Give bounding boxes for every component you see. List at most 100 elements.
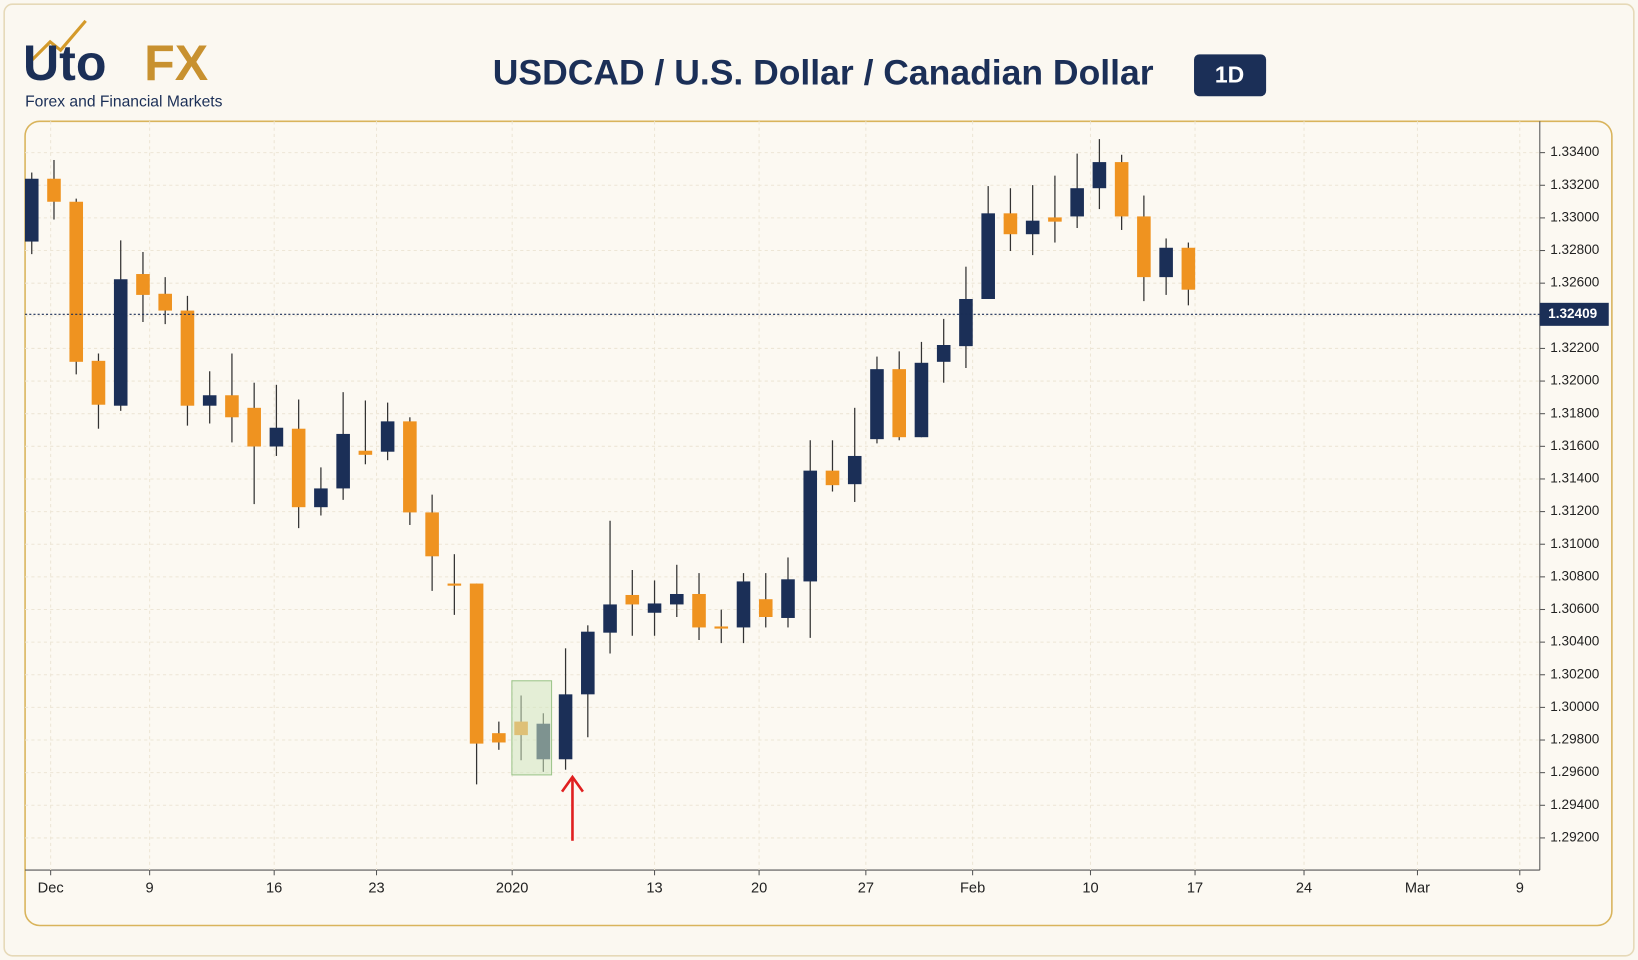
candle-body <box>558 694 573 760</box>
tagline: Forex and Financial Markets <box>25 94 223 111</box>
chart-frame <box>24 120 1613 927</box>
y-tick-label: 1.31800 <box>1550 405 1600 420</box>
candle-body <box>981 213 995 299</box>
candle-body <box>225 395 239 418</box>
highlight-box <box>511 680 553 776</box>
candle-body <box>1003 213 1018 235</box>
x-tick-label: 2020 <box>496 881 529 897</box>
candle-body <box>625 594 640 605</box>
candle-body <box>47 178 61 202</box>
candle-body <box>959 298 973 347</box>
candle-body <box>314 488 328 508</box>
candle-body <box>803 470 818 582</box>
y-tick-label: 1.32200 <box>1550 340 1600 355</box>
candle-body <box>425 512 439 557</box>
candle-body <box>1092 162 1107 189</box>
candle-body <box>1070 188 1084 217</box>
candle-body <box>1048 217 1062 222</box>
x-tick-label: 9 <box>1516 881 1524 897</box>
x-tick-label: 17 <box>1187 881 1203 897</box>
x-tick-label: 9 <box>146 881 154 897</box>
timeframe-badge <box>1194 54 1267 97</box>
y-tick-label: 1.33000 <box>1550 209 1600 224</box>
logo-right: FX <box>144 35 209 91</box>
y-tick-label: 1.31400 <box>1550 471 1600 486</box>
candle-body <box>781 579 795 618</box>
x-tick-label: 24 <box>1296 881 1312 897</box>
candle-body <box>113 279 128 406</box>
logo-arrow <box>28 19 87 64</box>
candle-body <box>291 428 306 508</box>
candle-body <box>669 593 684 605</box>
logo: Uto FX Forex and Financial Markets <box>23 19 223 111</box>
y-tick-label: 1.31600 <box>1550 438 1600 453</box>
y-tick-label: 1.30800 <box>1550 568 1600 583</box>
y-tick-label: 1.30600 <box>1550 601 1600 616</box>
candle-body <box>269 427 284 447</box>
candle-body <box>714 626 729 629</box>
candle-body <box>91 360 106 405</box>
candle-body <box>647 603 662 613</box>
candle-body <box>24 178 39 242</box>
candle-body <box>736 581 751 628</box>
x-tick-label: Mar <box>1405 881 1430 897</box>
y-tick-label: 1.33400 <box>1550 144 1600 159</box>
candle-body <box>469 583 484 744</box>
y-tick-label: 1.29400 <box>1550 797 1600 812</box>
candle-body <box>136 274 150 295</box>
candle-body <box>1181 247 1196 290</box>
y-tick-label: 1.29800 <box>1550 732 1600 747</box>
y-tick-label: 1.30000 <box>1550 699 1600 714</box>
candle-body <box>892 369 907 438</box>
last-price-label: 1.32409 <box>1548 306 1598 321</box>
timeframe: 1D <box>1215 61 1244 87</box>
x-tick-label: 20 <box>751 881 767 897</box>
y-tick-label: 1.29600 <box>1550 764 1600 779</box>
last-price-badge <box>1539 302 1609 326</box>
y-tick-label: 1.31200 <box>1550 503 1600 518</box>
candle-body <box>380 421 395 452</box>
candle-body <box>180 310 195 406</box>
candle-body <box>936 345 951 362</box>
x-tick-label: Feb <box>960 881 985 897</box>
x-tick-label: 27 <box>858 881 874 897</box>
y-tick-label: 1.31000 <box>1550 536 1600 551</box>
candle-body <box>758 599 773 617</box>
candle-body <box>581 631 595 695</box>
candle-body <box>69 201 84 362</box>
candle-body <box>870 369 884 440</box>
y-tick-label: 1.32800 <box>1550 242 1600 257</box>
candle-body <box>336 433 350 489</box>
candle-body <box>202 395 217 406</box>
y-tick-label: 1.32600 <box>1550 275 1600 290</box>
candle-body <box>692 593 706 628</box>
y-tick-label: 1.33200 <box>1550 177 1600 192</box>
logo-left: Uto <box>23 35 107 91</box>
plot: 1.29200 1.29400 1.29600 1.29800 1.30000 1.302… <box>24 121 1609 897</box>
x-tick-label: Dec <box>38 881 64 897</box>
candle-body <box>825 470 840 486</box>
candle-body <box>447 583 462 586</box>
candle-body <box>158 293 172 311</box>
candle-body <box>492 733 506 743</box>
y-tick-label: 1.30400 <box>1550 634 1600 649</box>
y-tick-label: 1.32000 <box>1550 373 1600 388</box>
candle-body <box>1137 216 1151 278</box>
candle-body <box>914 362 929 438</box>
candle-body <box>603 604 617 633</box>
x-tick-label: 16 <box>266 881 282 897</box>
candle-body <box>1114 162 1129 217</box>
candle-body <box>358 450 373 455</box>
x-tick-label: 13 <box>646 881 662 897</box>
candle-body <box>1025 220 1040 235</box>
arrow-head <box>560 774 584 793</box>
candle-body <box>247 407 261 447</box>
candle-body <box>847 455 862 485</box>
arrow <box>560 774 584 841</box>
y-tick-label: 1.29200 <box>1550 830 1600 845</box>
y-tick-label: 1.30200 <box>1550 666 1600 681</box>
x-tick-label: 23 <box>368 881 384 897</box>
chart-title: USDCAD / U.S. Dollar / Canadian Dollar <box>493 53 1154 93</box>
